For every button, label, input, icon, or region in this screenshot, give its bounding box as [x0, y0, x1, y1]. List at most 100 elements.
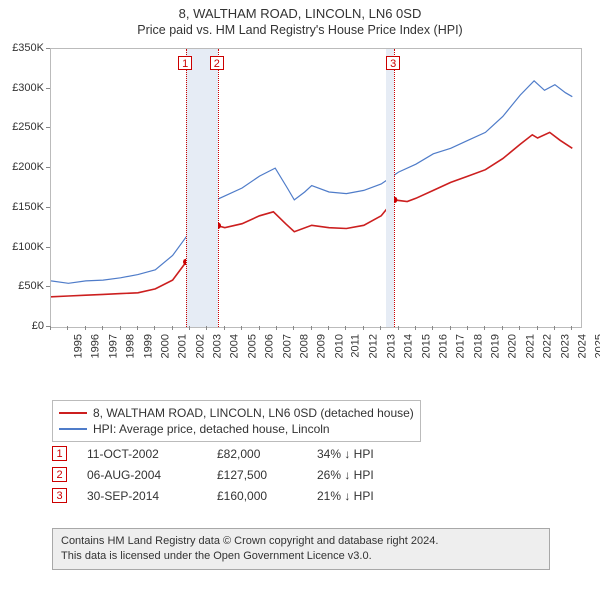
- event-price: £160,000: [217, 489, 317, 503]
- marker-number-box: 2: [210, 56, 224, 70]
- x-tick-label: 2005: [246, 334, 258, 358]
- x-tick-mark: [554, 326, 555, 330]
- legend: 8, WALTHAM ROAD, LINCOLN, LN6 0SD (detac…: [52, 400, 421, 442]
- legend-label: 8, WALTHAM ROAD, LINCOLN, LN6 0SD (detac…: [93, 406, 414, 420]
- x-tick-mark: [206, 326, 207, 330]
- x-tick-mark: [102, 326, 103, 330]
- x-tick-mark: [85, 326, 86, 330]
- x-tick-label: 2018: [472, 334, 484, 358]
- x-tick-label: 2008: [298, 334, 310, 358]
- x-tick-mark: [137, 326, 138, 330]
- y-tick-label: £100K: [0, 241, 44, 253]
- legend-label: HPI: Average price, detached house, Linc…: [93, 422, 330, 436]
- event-date: 30-SEP-2014: [87, 489, 217, 503]
- x-tick-label: 2016: [437, 334, 449, 358]
- event-number-box: 2: [52, 467, 67, 482]
- event-price: £82,000: [217, 447, 317, 461]
- x-tick-mark: [120, 326, 121, 330]
- legend-swatch: [59, 412, 87, 414]
- x-tick-mark: [293, 326, 294, 330]
- x-tick-label: 1999: [142, 334, 154, 358]
- title-line-1: 8, WALTHAM ROAD, LINCOLN, LN6 0SD: [0, 6, 600, 21]
- x-tick-mark: [380, 326, 381, 330]
- credits-line-1: Contains HM Land Registry data © Crown c…: [61, 534, 541, 549]
- x-tick-label: 1995: [72, 334, 84, 358]
- x-tick-mark: [415, 326, 416, 330]
- line-svg: [51, 49, 581, 327]
- x-tick-mark: [363, 326, 364, 330]
- sale-band: [186, 49, 218, 327]
- red-series-line: [51, 132, 572, 296]
- x-tick-label: 1998: [125, 334, 137, 358]
- chart-container: { "title_line1": "8, WALTHAM ROAD, LINCO…: [0, 0, 600, 590]
- marker-line: [218, 49, 219, 327]
- x-tick-mark: [571, 326, 572, 330]
- x-tick-mark: [467, 326, 468, 330]
- sale-band: [386, 49, 395, 327]
- event-pct: 34% ↓ HPI: [317, 447, 374, 461]
- marker-number-box: 1: [178, 56, 192, 70]
- events-table: 111-OCT-2002£82,00034% ↓ HPI206-AUG-2004…: [52, 446, 374, 509]
- x-tick-label: 2023: [559, 334, 571, 358]
- x-tick-label: 2022: [542, 334, 554, 358]
- x-tick-label: 2012: [368, 334, 380, 358]
- title-line-2: Price paid vs. HM Land Registry's House …: [0, 23, 600, 37]
- event-price: £127,500: [217, 468, 317, 482]
- event-date: 11-OCT-2002: [87, 447, 217, 461]
- x-tick-mark: [345, 326, 346, 330]
- y-tick-label: £0: [0, 320, 44, 332]
- y-tick-label: £250K: [0, 121, 44, 133]
- x-tick-label: 2024: [576, 334, 588, 358]
- x-tick-mark: [276, 326, 277, 330]
- x-tick-mark: [502, 326, 503, 330]
- x-tick-label: 1997: [107, 334, 119, 358]
- legend-row: 8, WALTHAM ROAD, LINCOLN, LN6 0SD (detac…: [59, 405, 414, 421]
- x-tick-mark: [67, 326, 68, 330]
- marker-line: [186, 49, 187, 327]
- x-tick-mark: [519, 326, 520, 330]
- marker-line: [394, 49, 395, 327]
- x-tick-label: 2009: [316, 334, 328, 358]
- credits-box: Contains HM Land Registry data © Crown c…: [52, 528, 550, 570]
- x-tick-label: 2013: [385, 334, 397, 358]
- y-tick-label: £200K: [0, 161, 44, 173]
- x-tick-label: 2001: [177, 334, 189, 358]
- x-tick-label: 2003: [212, 334, 224, 358]
- event-pct: 26% ↓ HPI: [317, 468, 374, 482]
- marker-number-box: 3: [386, 56, 400, 70]
- x-tick-label: 2011: [350, 334, 362, 358]
- legend-row: HPI: Average price, detached house, Linc…: [59, 421, 414, 437]
- x-tick-mark: [432, 326, 433, 330]
- x-tick-mark: [224, 326, 225, 330]
- event-pct: 21% ↓ HPI: [317, 489, 374, 503]
- y-tick-label: £300K: [0, 82, 44, 94]
- event-row: 206-AUG-2004£127,50026% ↓ HPI: [52, 467, 374, 482]
- x-tick-label: 2014: [403, 334, 415, 358]
- credits-line-2: This data is licensed under the Open Gov…: [61, 549, 541, 564]
- x-tick-label: 2017: [455, 334, 467, 358]
- x-tick-mark: [537, 326, 538, 330]
- x-tick-label: 2002: [194, 334, 206, 358]
- y-tick-label: £50K: [0, 280, 44, 292]
- x-tick-label: 2015: [420, 334, 432, 358]
- x-tick-mark: [450, 326, 451, 330]
- x-tick-label: 2007: [281, 334, 293, 358]
- blue-series-line: [51, 81, 572, 283]
- x-tick-mark: [259, 326, 260, 330]
- x-tick-mark: [484, 326, 485, 330]
- x-tick-label: 2025: [594, 334, 600, 358]
- x-tick-label: 2010: [333, 334, 345, 358]
- event-number-box: 1: [52, 446, 67, 461]
- titles: 8, WALTHAM ROAD, LINCOLN, LN6 0SD Price …: [0, 0, 600, 37]
- x-tick-mark: [398, 326, 399, 330]
- event-row: 1 11-OCT-2002£82,00034% ↓ HPI: [52, 446, 374, 461]
- x-tick-label: 2006: [264, 334, 276, 358]
- x-tick-mark: [328, 326, 329, 330]
- y-tick-label: £150K: [0, 201, 44, 213]
- plot-area: [50, 48, 582, 328]
- x-tick-mark: [172, 326, 173, 330]
- x-tick-label: 2021: [524, 334, 536, 358]
- x-tick-label: 1996: [90, 334, 102, 358]
- x-tick-mark: [154, 326, 155, 330]
- x-tick-mark: [50, 326, 51, 330]
